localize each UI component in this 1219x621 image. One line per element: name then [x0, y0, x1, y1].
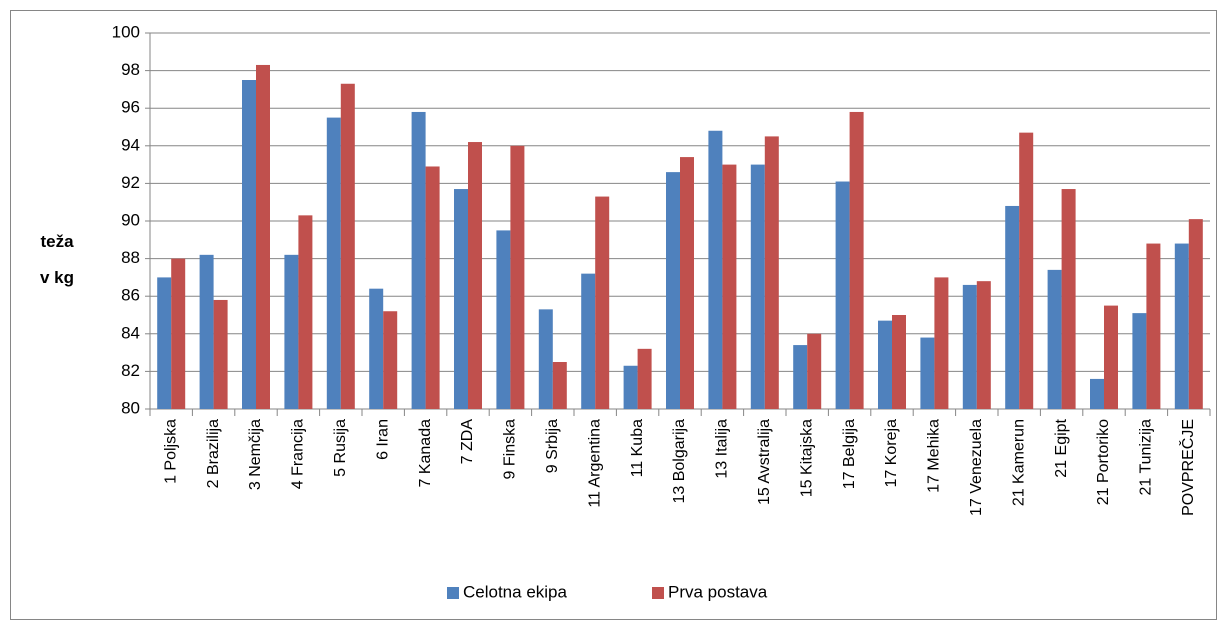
bar — [256, 64, 270, 410]
bar — [213, 299, 228, 409]
bar — [666, 172, 680, 409]
bar — [1061, 189, 1076, 409]
x-tick-label: 7 ZDA — [459, 419, 476, 465]
x-tick-label: 3 Nemčija — [247, 419, 264, 490]
x-tick-label: 15 Kitajska — [798, 419, 815, 497]
y-tick-label: 98 — [121, 60, 140, 79]
x-tick-label: 21 Egipt — [1053, 418, 1070, 477]
x-tick-label: 17 Belgija — [841, 419, 858, 489]
bar — [708, 130, 723, 409]
bar — [1174, 243, 1189, 409]
y-tick-label: 100 — [112, 22, 140, 41]
bar — [369, 288, 384, 409]
bar — [807, 333, 822, 409]
bar — [1146, 243, 1161, 409]
x-tick-label: 21 Tunizija — [1138, 419, 1155, 496]
bar — [1104, 305, 1118, 409]
x-tick-label: 13 Italija — [714, 419, 731, 479]
bar — [878, 320, 892, 409]
bar — [425, 166, 440, 409]
bar — [793, 345, 808, 409]
x-tick-label: 9 Finska — [502, 419, 519, 480]
bar — [171, 258, 186, 409]
bar — [242, 80, 256, 409]
bar — [199, 254, 214, 409]
x-tick-label: 11 Argentina — [586, 419, 603, 508]
y-tick-label: 82 — [121, 361, 140, 380]
x-tick-label: 9 Srbija — [544, 419, 561, 473]
bar — [1005, 205, 1020, 409]
bar — [538, 309, 553, 409]
bar — [581, 273, 596, 409]
bar — [496, 230, 511, 409]
bar — [750, 164, 765, 409]
y-axis-label: teža v kg — [39, 232, 75, 287]
x-tick-label: 7 Kanada — [417, 419, 434, 488]
y-tick-label: 90 — [121, 210, 140, 229]
bar — [298, 215, 313, 409]
y-tick-label: 94 — [121, 135, 140, 154]
bar — [764, 136, 779, 409]
bar — [835, 181, 850, 409]
y-tick-label: 92 — [121, 173, 140, 192]
bar — [680, 157, 694, 409]
y-tick-label: 84 — [121, 323, 140, 342]
x-tick-label: 15 Avstralija — [756, 419, 773, 505]
x-tick-label: 13 Bolgarija — [671, 419, 688, 504]
x-tick-label: 11 Kuba — [629, 419, 646, 478]
bar — [411, 111, 426, 410]
bar — [976, 281, 991, 409]
bar — [552, 362, 567, 409]
bar — [454, 189, 468, 409]
bar — [920, 337, 935, 409]
x-tick-label: 4 Francija — [290, 419, 307, 489]
x-tick-label: 21 Portoriko — [1095, 419, 1112, 505]
y-tick-label: 80 — [121, 398, 140, 417]
x-tick-label: 5 Rusija — [332, 419, 349, 477]
bar — [1090, 378, 1104, 409]
bar — [468, 142, 482, 410]
x-tick-label: 17 Venezuela — [968, 419, 985, 516]
bar — [326, 117, 341, 409]
bar — [383, 311, 398, 409]
legend-swatch — [447, 587, 459, 599]
x-tick-label: 21 Kamerun — [1010, 419, 1027, 506]
y-tick-label: 88 — [121, 248, 140, 267]
legend-swatch — [652, 587, 664, 599]
bar — [595, 196, 610, 409]
y-tick-label: 86 — [121, 286, 140, 305]
x-tick-label: 2 Brazilija — [205, 419, 222, 488]
bar — [284, 254, 299, 409]
bar — [157, 277, 172, 409]
x-tick-label: 17 Mehika — [926, 419, 943, 493]
bar — [510, 145, 525, 410]
chart-border — [10, 10, 1217, 620]
bar — [623, 365, 638, 409]
bar — [340, 83, 355, 409]
bar — [934, 277, 949, 409]
x-tick-label: 17 Koreja — [883, 419, 900, 488]
legend-label: Celotna ekipa — [463, 582, 568, 601]
bar — [1047, 269, 1062, 409]
bar — [1132, 313, 1147, 409]
bar — [962, 284, 977, 409]
bar — [892, 315, 906, 409]
x-tick-label: 1 Poljska — [162, 419, 179, 484]
bar — [1188, 219, 1203, 409]
y-tick-label: 96 — [121, 98, 140, 117]
bar — [849, 111, 864, 410]
x-tick-label: POVPREČJE — [1178, 419, 1197, 516]
legend-label: Prva postava — [668, 582, 768, 601]
bar — [637, 348, 652, 409]
x-tick-label: 6 Iran — [374, 419, 391, 460]
bar — [1019, 132, 1034, 409]
bar — [722, 164, 737, 409]
